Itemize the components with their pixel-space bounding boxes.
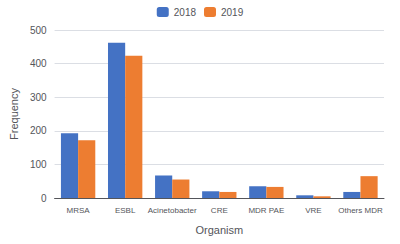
- svg-text:Organism: Organism: [195, 224, 243, 236]
- svg-text:VRE: VRE: [305, 206, 321, 215]
- svg-text:500: 500: [30, 25, 47, 36]
- svg-text:Frequency: Frequency: [8, 88, 20, 140]
- svg-text:0: 0: [41, 193, 47, 204]
- svg-text:400: 400: [30, 58, 47, 69]
- svg-text:2018: 2018: [174, 7, 197, 18]
- svg-text:300: 300: [30, 92, 47, 103]
- svg-text:ESBL: ESBL: [115, 206, 136, 215]
- svg-text:100: 100: [30, 159, 47, 170]
- svg-text:MDR PAE: MDR PAE: [248, 206, 284, 215]
- svg-text:200: 200: [30, 125, 47, 136]
- svg-text:CRE: CRE: [211, 206, 228, 215]
- svg-text:Others MDR: Others MDR: [338, 206, 383, 215]
- svg-text:MRSA: MRSA: [67, 206, 91, 215]
- svg-text:Acinetobacter: Acinetobacter: [148, 206, 197, 215]
- svg-text:2019: 2019: [221, 7, 244, 18]
